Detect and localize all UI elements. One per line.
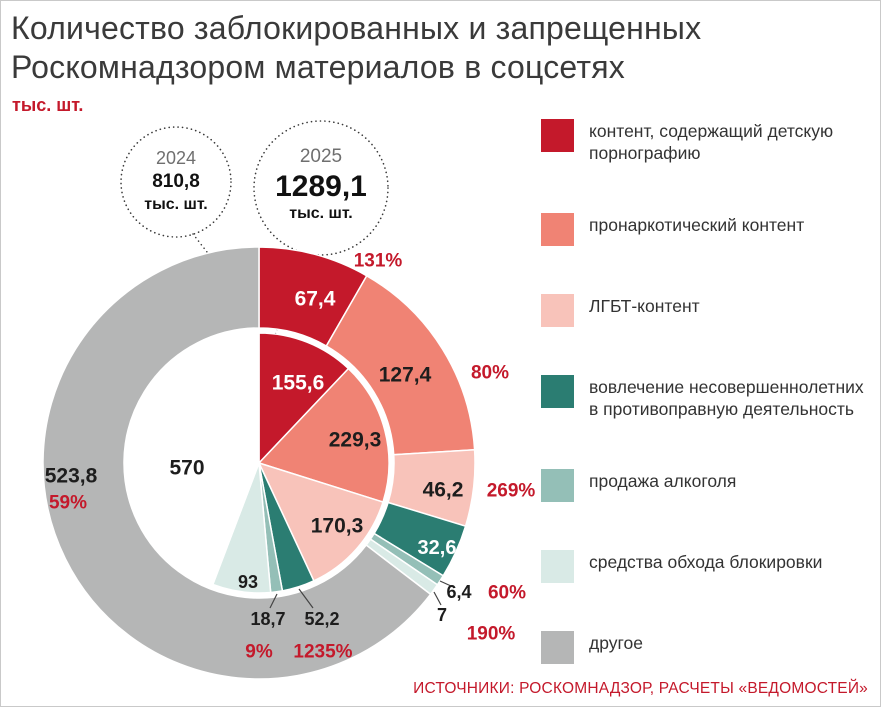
- pie-inner-2025: [128, 332, 390, 594]
- value-label-2024-minors: 32,6: [418, 537, 457, 559]
- unit-label: тыс. шт.: [12, 95, 84, 115]
- value-label-2024-other: 523,8: [45, 465, 98, 488]
- legend-swatch-drug: [541, 212, 574, 246]
- value-label-2024-circumvention: 7: [437, 605, 447, 625]
- legend-swatch-other: [541, 630, 574, 664]
- legend-item-alcohol: продажа алкоголя: [541, 468, 871, 502]
- total-2024-dotted-circle: [120, 126, 232, 238]
- legend-label-drug: пронаркотический контент: [589, 214, 805, 235]
- badge-year-2024: 2024: [155, 148, 197, 168]
- pie-slice-2024-other: [42, 246, 432, 680]
- total-badge-2024: 2024 810,8 тыс. шт.: [116, 147, 236, 216]
- badge-value-2024: 810,8: [152, 171, 200, 193]
- chart-title-line1: Количество заблокированных и запрещенных: [11, 10, 702, 46]
- legend-label-alcohol: продажа алкоголя: [589, 470, 737, 491]
- pie-slice-2025-drug: [257, 367, 390, 504]
- legend-item-drug: пронаркотический контент: [541, 212, 871, 246]
- value-label-2024-alcohol: 6,4: [446, 582, 471, 602]
- chart-title-line2: Роскомнадзором материалов в соцсетях: [11, 49, 625, 86]
- total-2025-dotted-circle: [253, 120, 389, 256]
- source-note: ИСТОЧНИКИ: РОСКОМНАДЗОР, РАСЧЕТЫ «ВЕДОМО…: [413, 680, 868, 697]
- leader-line-alcohol-2025: [269, 593, 278, 609]
- leader-line-alcohol-2024: [439, 580, 452, 587]
- legend-label-porn: контент, содержащий детскую порнографию: [589, 121, 834, 163]
- value-label-2025-lgbt: 170,3: [311, 515, 364, 538]
- value-label-2024-lgbt: 46,2: [423, 479, 464, 502]
- value-label-2025-drug: 229,3: [329, 429, 382, 452]
- legend-swatch-porn: [541, 119, 574, 152]
- legend-label-circumvention: средства обхода блокировки: [589, 551, 823, 572]
- value-label-2025-porn: 155,6: [272, 372, 325, 395]
- legend-swatch-minors: [541, 374, 574, 408]
- growth-label-drug: 80%: [471, 363, 509, 384]
- badge-unit-2024: тыс. шт.: [144, 196, 208, 214]
- pie-slice-2025-other: [128, 332, 260, 586]
- leader-line-minors-2025: [298, 588, 314, 609]
- growth-label-other: 9%: [245, 642, 273, 663]
- value-label-2025-circumvention: 93: [238, 572, 258, 592]
- badge-value-2025: 1289,1: [275, 169, 367, 203]
- pie-ring-2024: [42, 246, 476, 680]
- legend-item-lgbt: ЛГБТ-контент: [541, 293, 871, 327]
- growth-label-alcohol: 190%: [467, 624, 516, 645]
- legend-swatch-circumvention: [541, 549, 574, 583]
- growth-label-minors: 60%: [488, 583, 526, 604]
- value-label-2024-porn: 67,4: [295, 288, 336, 311]
- chart-title: Количество заблокированных и запрещенных…: [11, 9, 851, 87]
- legend-label-lgbt: ЛГБТ-контент: [589, 295, 700, 316]
- pie-slice-2025-porn: [258, 332, 350, 465]
- value-label-2025-other: 570: [169, 457, 204, 480]
- legend: контент, содержащий детскую порнографию п…: [541, 119, 871, 664]
- growth-label-circumvention: 1235%: [293, 642, 352, 663]
- growth-label-total: 59%: [49, 493, 87, 514]
- legend-item-porn: контент, содержащий детскую порнографию: [541, 119, 871, 165]
- value-label-2025-minors: 52,2: [304, 609, 339, 629]
- growth-label-lgbt: 269%: [487, 481, 536, 502]
- leader-line-circumvention-2024: [433, 591, 442, 606]
- legend-label-minors: вовлечение несовершеннолетних в противоп…: [589, 376, 864, 419]
- badge-unit-2025: тыс. шт.: [289, 205, 353, 223]
- legend-item-other: другое: [541, 630, 871, 664]
- legend-swatch-alcohol: [541, 468, 574, 502]
- growth-label-porn: 131%: [354, 251, 403, 272]
- legend-item-minors: вовлечение несовершеннолетних в противоп…: [541, 374, 871, 421]
- badge-year-2025: 2025: [299, 146, 343, 167]
- value-label-2025-alcohol: 18,7: [250, 609, 285, 629]
- pie-labels: 67,4 155,6 131% 127,4 229,3 80% 46,2 170,3 269% 3…: [45, 251, 536, 663]
- legend-swatch-lgbt: [541, 293, 574, 327]
- legend-item-circumvention: средства обхода блокировки: [541, 549, 871, 583]
- total-badge-2025: 2025 1289,1 тыс. шт.: [249, 145, 393, 225]
- legend-label-other: другое: [589, 632, 643, 653]
- pie-slice-2025-lgbt: [257, 461, 384, 582]
- value-label-2024-drug: 127,4: [379, 364, 432, 387]
